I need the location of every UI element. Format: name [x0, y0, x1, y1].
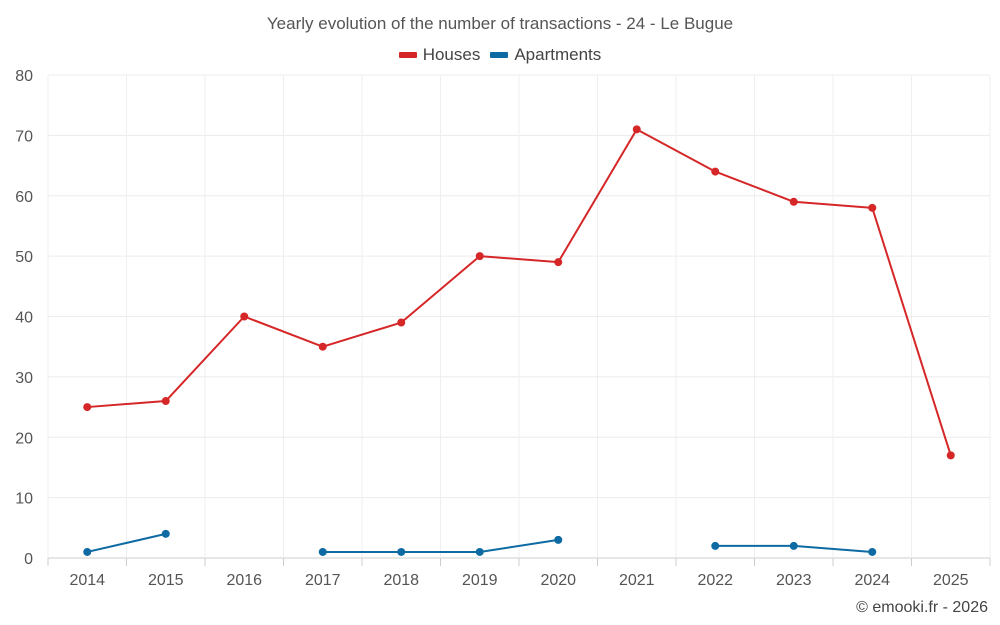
legend-label-houses: Houses: [422, 45, 481, 64]
legend-swatch-houses: [398, 52, 417, 58]
data-point-apartments: [868, 547, 877, 556]
x-tick-label: 2014: [69, 572, 105, 589]
y-tick-label: 20: [15, 430, 33, 447]
data-point-apartments: [83, 547, 92, 556]
legend-item-houses[interactable]: Houses: [398, 45, 481, 65]
x-tick-label: 2017: [305, 572, 341, 589]
y-tick-label: 50: [15, 249, 33, 266]
y-tick-label: 10: [15, 491, 33, 508]
x-tick-label: 2023: [776, 572, 812, 589]
data-point-houses: [789, 197, 798, 206]
x-tick-label: 2015: [148, 572, 184, 589]
chart-title: Yearly evolution of the number of transa…: [266, 14, 734, 33]
data-point-houses: [868, 203, 877, 212]
data-point-houses: [554, 258, 563, 267]
x-tick-label: 2019: [462, 572, 498, 589]
data-point-apartments: [397, 547, 406, 556]
x-tick-label: 2018: [383, 572, 419, 589]
data-point-apartments: [711, 541, 720, 550]
y-tick-label: 80: [15, 68, 33, 85]
legend: Houses Apartments: [0, 45, 1000, 65]
data-point-apartments: [475, 547, 484, 556]
credit-text: © emooki.fr - 2026: [856, 599, 988, 616]
legend-item-apartments[interactable]: Apartments: [490, 45, 601, 65]
x-tick-label: 2020: [540, 572, 576, 589]
data-point-houses: [83, 403, 92, 412]
series-line-houses: [87, 128, 952, 456]
y-tick-label: 70: [15, 128, 33, 145]
series-line-apartments: [87, 532, 166, 553]
data-point-houses: [397, 318, 406, 327]
series-line-apartments: [322, 538, 559, 553]
y-tick-label: 60: [15, 189, 33, 206]
x-tick-label: 2024: [854, 572, 890, 589]
legend-swatch-apartments: [490, 52, 509, 58]
data-point-houses: [632, 125, 641, 134]
y-tick-label: 30: [15, 370, 33, 387]
legend-label-apartments: Apartments: [514, 45, 602, 64]
data-point-apartments: [318, 547, 327, 556]
x-tick-label: 2022: [697, 572, 733, 589]
data-point-apartments: [554, 535, 563, 544]
y-tick-label: 40: [15, 310, 33, 327]
data-point-houses: [161, 397, 170, 406]
data-point-apartments: [789, 541, 798, 550]
data-point-houses: [475, 252, 484, 261]
x-tick-label: 2025: [933, 572, 969, 589]
data-point-houses: [711, 167, 720, 176]
data-point-houses: [240, 312, 249, 321]
x-tick-label: 2016: [226, 572, 262, 589]
y-tick-label: 0: [24, 551, 33, 568]
data-point-apartments: [161, 529, 170, 538]
data-point-houses: [318, 342, 327, 351]
data-point-houses: [946, 451, 955, 460]
x-tick-label: 2021: [619, 572, 655, 589]
